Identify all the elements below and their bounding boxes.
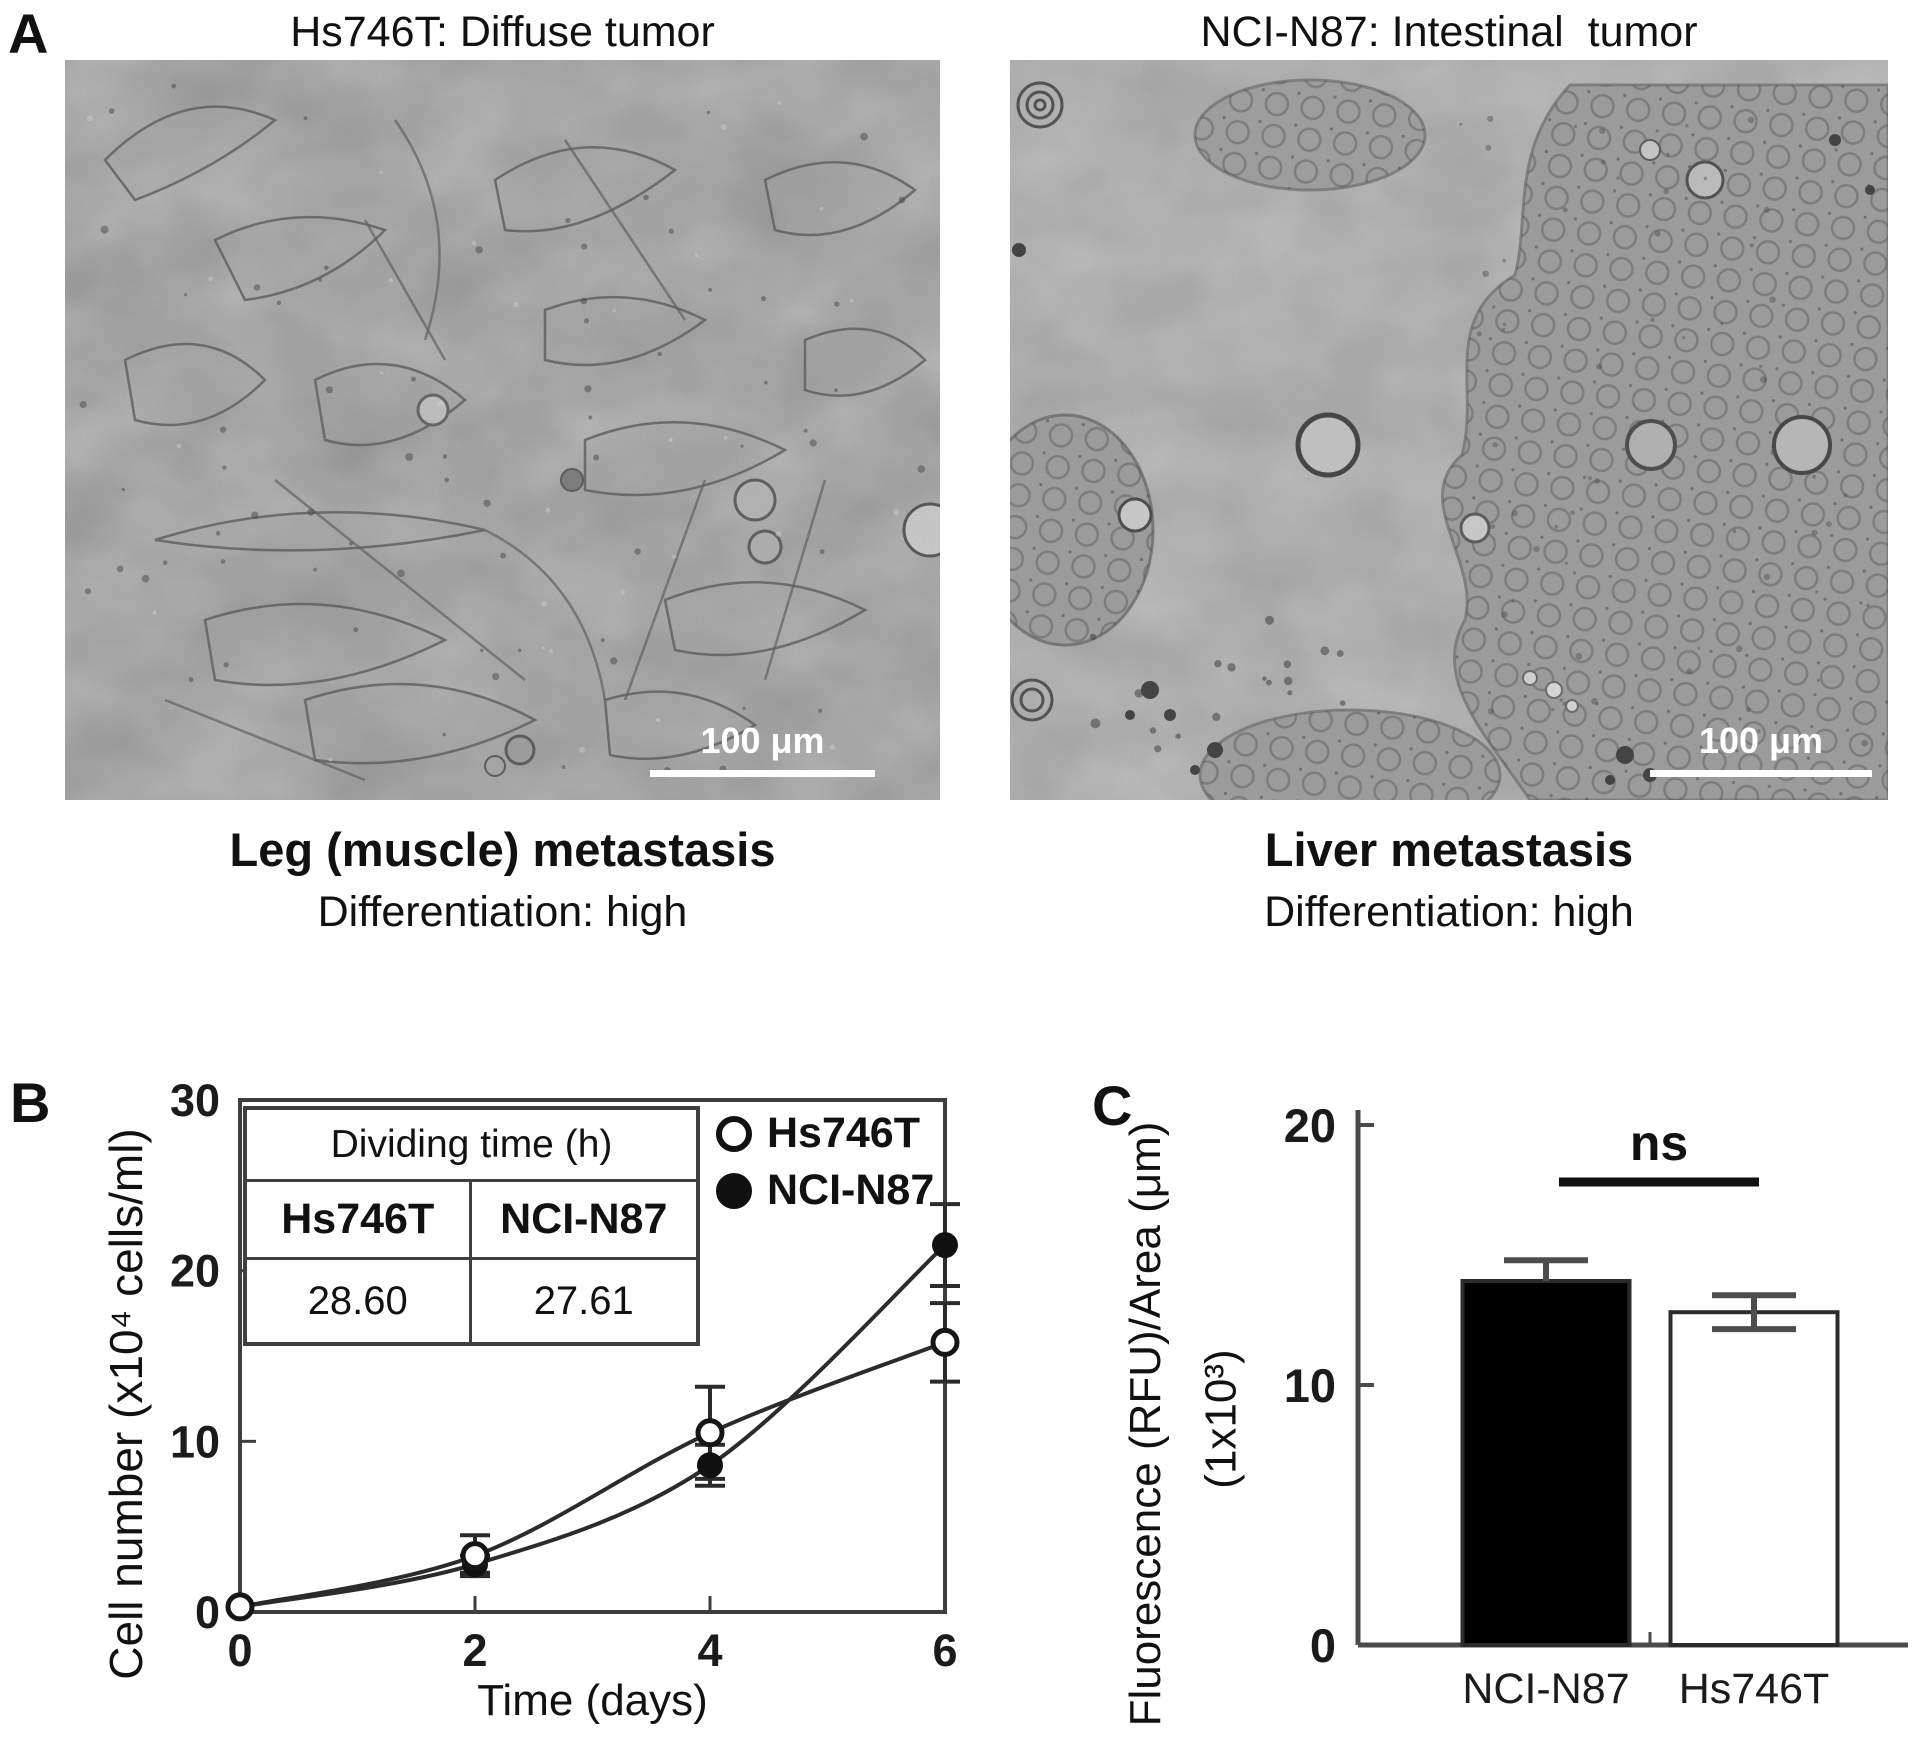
filled-circle-icon — [716, 1172, 752, 1209]
bar-NCI-N87 — [1460, 1279, 1632, 1647]
marker-Hs746T — [695, 1418, 725, 1448]
micrograph-right: 100 μm — [1010, 60, 1888, 800]
dividing-time-table: Dividing time (h) Hs746T NCI-N87 28.60 2… — [243, 1106, 700, 1346]
micrograph-title-right: NCI-N87: Intestinal tumor — [1200, 8, 1698, 56]
caption-right-metastasis: Liver metastasis — [1264, 823, 1634, 876]
ns-annotation: ns — [1630, 1115, 1688, 1171]
chart-b-legend: Hs746T NCI-N87 — [716, 1105, 934, 1219]
x-tick-label: 0 — [227, 1625, 252, 1676]
legend-label-nci-n87: NCI-N87 — [767, 1166, 935, 1214]
dividing-time-table-title: Dividing time (h) — [247, 1110, 696, 1182]
chart-b-x-axis-label: Time (days) — [477, 1676, 708, 1725]
table-column-nci-n87: NCI-N87 — [471, 1182, 696, 1260]
y-tick-label: 0 — [195, 1587, 220, 1638]
table-value-hs746t: 28.60 — [247, 1260, 472, 1342]
category-label: Hs746T — [1679, 1665, 1830, 1713]
y-tick-label: 0 — [1310, 1619, 1336, 1672]
marker-Hs746T — [460, 1541, 490, 1571]
caption-left-metastasis: Leg (muscle) metastasis — [229, 823, 776, 876]
y-tick-label: 10 — [1284, 1359, 1336, 1412]
scale-bar-left: 100 μm — [650, 720, 875, 777]
y-tick-label: 10 — [170, 1416, 220, 1467]
caption-right-differentiation: Differentiation: high — [1264, 888, 1634, 936]
chart-b-y-axis-label: Cell number (x10⁴ cells/ml) — [100, 1128, 152, 1680]
y-tick-label: 20 — [1284, 1099, 1336, 1152]
series-line-Hs746T — [239, 1340, 946, 1609]
table-value-nci-n87: 27.61 — [533, 1278, 634, 1323]
y-tick-label: 20 — [170, 1246, 220, 1297]
panel-a-label: A — [8, 2, 49, 65]
x-tick-label: 2 — [462, 1625, 487, 1676]
scale-bar-label-right: 100 μm — [1698, 720, 1824, 761]
scale-bar-line-right — [1650, 770, 1872, 777]
caption-left-differentiation: Differentiation: high — [317, 888, 688, 936]
open-circle-icon — [716, 1115, 752, 1152]
scale-bar-line-left — [650, 770, 875, 777]
micrograph-left-image — [65, 60, 940, 800]
scale-bar-right: 100 μm — [1650, 720, 1872, 777]
chart-c-y-axis-label-line1: Fluorescence (RFU)/Area (μm) — [1121, 1121, 1170, 1727]
micrograph-title-left: Hs746T: Diffuse tumor — [290, 8, 715, 56]
chart-c: C 0 10 20 NCI-N87 Hs746T ns Fluorescence (RFU… — [1080, 1060, 1913, 1741]
legend-label-hs746t: Hs746T — [767, 1109, 920, 1157]
marker-NCI-N87 — [697, 1452, 723, 1479]
panel-b-label: B — [10, 1071, 51, 1134]
marker-Hs746T — [225, 1592, 255, 1622]
table-column-hs746t: Hs746T — [247, 1182, 472, 1260]
series-line-NCI-N87 — [239, 1243, 947, 1609]
chart-b-svg: 0 10 20 30 0 2 4 6 — [170, 1075, 960, 1676]
micrograph-left: 100 μm — [65, 60, 940, 800]
panel-c-label: C — [1092, 1074, 1133, 1137]
x-tick-label: 4 — [697, 1625, 722, 1676]
legend-item-nci-n87: NCI-N87 — [716, 1162, 934, 1219]
category-label: NCI-N87 — [1462, 1665, 1629, 1713]
marker-Hs746T — [930, 1327, 960, 1357]
chart-c-y-axis-label-line2: (1x10³) — [1196, 1349, 1246, 1489]
y-tick-label: 30 — [170, 1075, 220, 1126]
scale-bar-label-left: 100 μm — [700, 720, 825, 761]
micrograph-right-image — [1010, 60, 1888, 800]
legend-item-hs746t: Hs746T — [716, 1105, 934, 1162]
bar-Hs746T — [1668, 1310, 1840, 1647]
marker-NCI-N87 — [932, 1232, 958, 1259]
chart-b: B 0 10 20 30 0 2 4 6 Cell number (x10⁴ cells/ml… — [0, 1060, 1000, 1741]
x-tick-label: 6 — [932, 1625, 957, 1676]
chart-c-svg: 0 10 20 NCI-N87 Hs746T ns — [1284, 1099, 1908, 1713]
